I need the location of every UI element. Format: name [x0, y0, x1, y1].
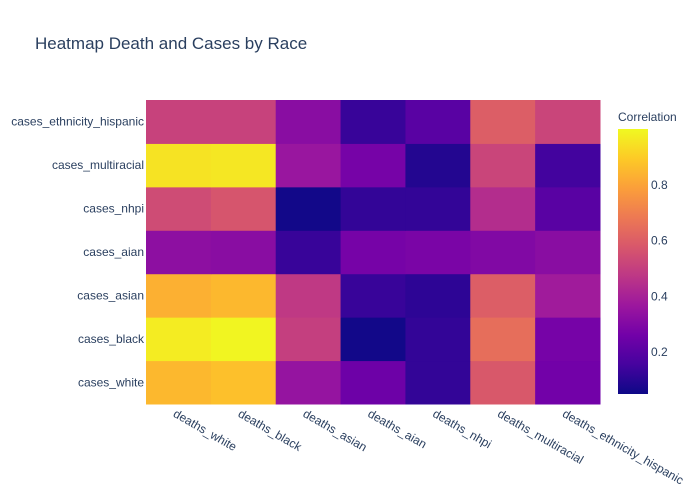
heatmap-cell [405, 100, 471, 144]
y-tick-label: cases_aian [83, 245, 144, 259]
heatmap-cell [275, 143, 342, 188]
heatmap-cell [535, 273, 601, 318]
heatmap-cell [535, 100, 601, 144]
heatmap-cell [340, 360, 406, 405]
heatmap-cell [340, 230, 406, 275]
heatmap-cell [535, 317, 601, 362]
colorbar-tick-label: 0.8 [651, 178, 668, 192]
chart-title: Heatmap Death and Cases by Race [35, 34, 308, 53]
y-tick-label: cases_nhpi [83, 202, 144, 216]
heatmap-cell [210, 273, 277, 318]
heatmap-cell [275, 360, 342, 405]
heatmap-cell [146, 360, 212, 405]
heatmap-cell [535, 230, 601, 275]
heatmap-cell [405, 230, 471, 275]
heatmap-cell [210, 230, 277, 275]
heatmap-cell [210, 143, 277, 188]
heatmap-cell [146, 230, 212, 275]
heatmap-cell [470, 143, 536, 188]
heatmap-cell [470, 230, 536, 275]
heatmap-cell [535, 186, 601, 231]
colorbar-tick-label: 0.4 [651, 289, 668, 303]
heatmap-cell [146, 143, 212, 188]
heatmap-cell [470, 100, 536, 144]
heatmap-cell [470, 317, 536, 362]
heatmap-cell [210, 186, 277, 231]
heatmap-cell [470, 273, 536, 318]
y-tick-label: cases_multiracial [52, 158, 144, 172]
heatmap-cell [340, 143, 406, 188]
y-tick-label: cases_asian [77, 288, 144, 302]
heatmap-cell [275, 230, 342, 275]
colorbar-title: Correlation [618, 110, 677, 124]
heatmap-cell [275, 186, 342, 231]
x-tick-label: deaths_white [171, 406, 240, 454]
heatmap-cell [275, 100, 342, 144]
x-tick-label: deaths_ethnicity_hispanic [560, 406, 686, 487]
y-tick-label: cases_white [78, 375, 144, 389]
heatmap-cell [210, 317, 277, 362]
heatmap-cell [210, 100, 277, 144]
x-tick-label: deaths_asian [301, 406, 370, 454]
colorbar-tick-label: 0.6 [651, 234, 668, 248]
heatmap-cell [210, 360, 277, 405]
heatmap-cell [146, 186, 212, 231]
colorbar [618, 129, 648, 394]
x-tick-label: deaths_black [236, 406, 305, 454]
heatmap-cell [470, 186, 536, 231]
heatmap-cell [405, 143, 471, 188]
colorbar-tick-label: 0.2 [651, 345, 668, 359]
heatmap-cell [535, 143, 601, 188]
x-tick-label: deaths_aian [366, 406, 430, 451]
heatmap-cell [405, 273, 471, 318]
heatmap-cell [405, 317, 471, 362]
heatmap-cell [146, 273, 212, 318]
heatmap-cell [340, 100, 406, 144]
heatmap-cell [146, 100, 212, 144]
heatmap-cell [340, 317, 406, 362]
heatmap-cell [275, 273, 342, 318]
heatmap-cell [275, 317, 342, 362]
x-tick-label: deaths_nhpi [430, 406, 494, 451]
y-tick-label: cases_ethnicity_hispanic [11, 115, 144, 129]
heatmap-cell [405, 360, 471, 405]
heatmap-cell [340, 186, 406, 231]
heatmap-cell [535, 360, 601, 405]
y-tick-label: cases_black [78, 332, 145, 346]
heatmap-cell [470, 360, 536, 405]
heatmap-cell [405, 186, 471, 231]
heatmap-cell [146, 317, 212, 362]
heatmap-cell [340, 273, 406, 318]
